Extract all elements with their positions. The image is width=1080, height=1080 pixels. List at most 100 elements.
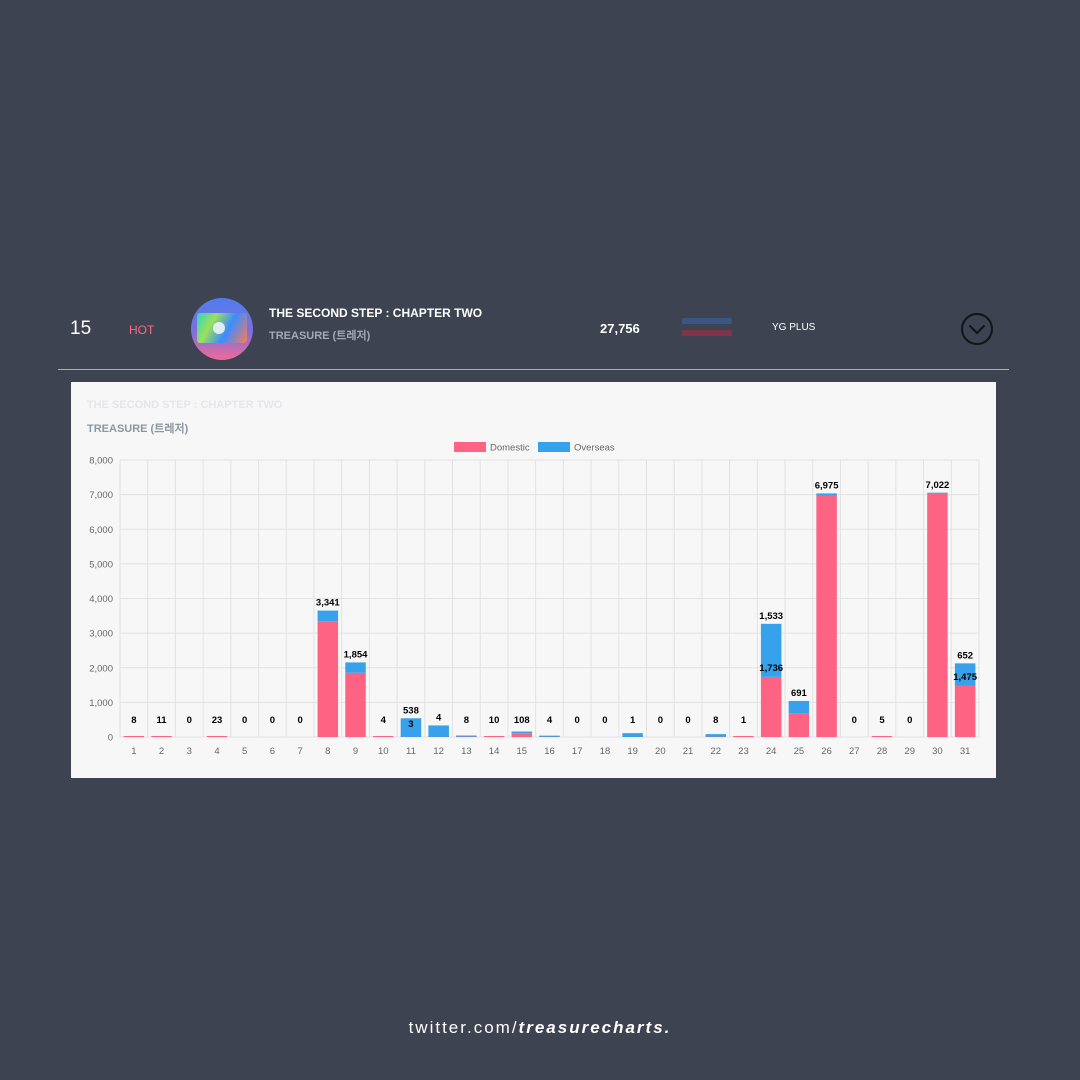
data-label: 6,975 [815,480,839,491]
data-label: 5 [879,715,885,726]
data-label: 0 [187,715,192,726]
x-tick-label: 8 [325,746,330,757]
bar-overseas [705,734,727,737]
y-tick-label: 3,000 [89,629,113,640]
artist-name: TREASURE (트레저) [269,330,371,342]
rank-number: 15 [70,318,92,339]
bar-domestic [317,621,339,737]
data-label: 1,533 [759,611,783,622]
data-label: 1 [741,715,747,726]
x-tick-label: 29 [904,746,915,757]
y-tick-label: 6,000 [89,525,113,536]
bar-domestic [733,736,754,737]
bar-overseas [927,492,948,494]
x-tick-label: 12 [433,746,444,757]
bar-domestic [206,736,228,737]
footer-credit: twitter.com/treasurecharts. [0,1018,1080,1038]
y-tick-label: 5,000 [89,559,113,570]
bar-overseas [816,493,837,496]
bar-overseas [539,735,560,737]
x-tick-label: 20 [655,746,666,757]
agency-name: YG PLUS [772,322,816,333]
data-label: 0 [658,715,663,726]
x-tick-label: 4 [214,746,219,757]
x-tick-label: 17 [572,746,583,757]
data-label: 0 [907,715,912,726]
data-label: 8 [713,715,718,726]
y-tick-label: 2,000 [89,663,113,674]
footer-prefix: twitter.com/ [408,1018,519,1037]
x-tick-label: 21 [683,746,694,757]
x-tick-label: 18 [600,746,611,757]
chevron-down-circle-icon[interactable] [960,312,994,346]
x-tick-label: 5 [242,746,247,757]
x-tick-label: 23 [738,746,749,757]
data-label: 1,854 [344,649,368,660]
data-label: 3,341 [316,598,340,609]
chart-entry-row[interactable]: 15 HOT THE SECOND STEP : CHAPTER TWO TRE… [60,290,1010,368]
sales-split-lines [682,316,742,342]
data-label: 538 [403,705,419,716]
x-tick-label: 9 [353,746,358,757]
data-label: 652 [957,650,973,661]
bar-domestic [816,495,837,737]
bar-overseas [760,623,782,677]
data-label: 23 [212,715,223,726]
data-label-secondary: 1,475 [953,672,977,683]
data-label: 4 [436,712,442,723]
x-tick-label: 27 [849,746,860,757]
bar-overseas [317,610,339,622]
bar-overseas [456,735,477,737]
data-label: 1 [630,715,636,726]
x-tick-label: 19 [627,746,638,757]
x-tick-label: 14 [489,746,500,757]
album-title: THE SECOND STEP : CHAPTER TWO [269,306,483,320]
x-tick-label: 1 [131,746,136,757]
bar-domestic [954,685,976,737]
daily-sales-chart: 0 1,000 2,000 3,000 4,000 5,000 6,000 7,000 8,00… [89,442,980,757]
data-label: 0 [685,715,690,726]
bar-domestic [871,736,893,737]
data-label-secondary: 3 [408,719,413,730]
x-tick-label: 31 [960,746,971,757]
x-tick-label: 7 [297,746,302,757]
data-label: 0 [852,715,857,726]
x-tick-label: 13 [461,746,472,757]
x-tick-label: 10 [378,746,389,757]
bar-overseas [511,731,533,734]
y-tick-label: 0 [108,733,113,744]
chart-panel: THE SECOND STEP : CHAPTER TWO TREASURE (… [71,382,996,778]
bar-overseas [345,662,366,673]
x-tick-label: 30 [932,746,943,757]
data-label: 0 [270,715,275,726]
bar-domestic [788,713,810,737]
x-tick-label: 3 [187,746,192,757]
footer-handle[interactable]: treasurecharts [518,1018,665,1037]
data-label: 0 [602,715,607,726]
data-label-secondary: 1,736 [759,663,783,674]
x-tick-label: 28 [877,746,888,757]
data-label: 0 [575,715,580,726]
y-tick-label: 7,000 [89,490,113,501]
bar-overseas [428,725,449,737]
bar-domestic [760,676,782,737]
data-label: 10 [489,715,500,726]
bar-overseas [400,718,422,737]
legend-swatch [454,442,486,452]
legend-label: Domestic [490,443,530,454]
footer-suffix: . [664,1018,672,1037]
x-tick-label: 24 [766,746,777,757]
data-label: 0 [297,715,302,726]
bar-domestic [927,493,948,737]
data-label: 0 [242,715,247,726]
data-label: 8 [464,715,469,726]
y-tick-label: 4,000 [89,594,113,605]
x-tick-label: 22 [710,746,721,757]
bar-domestic [372,736,394,737]
bar-overseas [788,700,810,714]
data-label: 11 [157,715,168,726]
legend-label: Overseas [574,443,615,454]
data-label: 108 [514,715,530,726]
bar-domestic [483,736,505,737]
bar-overseas [954,663,976,686]
